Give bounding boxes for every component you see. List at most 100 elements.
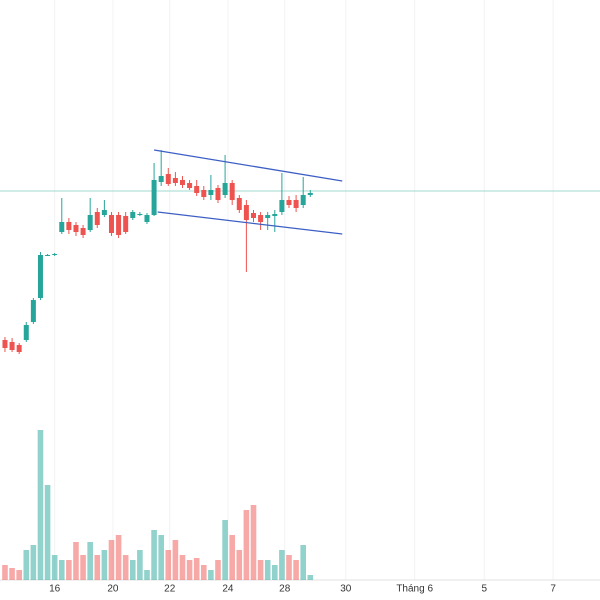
volume-bar	[37, 430, 44, 580]
volume-bar	[271, 565, 278, 580]
candle-body	[258, 215, 264, 222]
candle-body	[265, 215, 271, 218]
candle-body	[23, 325, 29, 340]
volume-bar	[44, 485, 51, 580]
candle-body	[101, 210, 107, 215]
x-tick-label: 28	[279, 584, 291, 595]
candle-body	[179, 180, 185, 185]
candle-body	[116, 215, 122, 235]
volume-bar	[108, 540, 115, 580]
candle-body	[108, 215, 114, 233]
candle-body	[144, 215, 150, 222]
x-tick-label: Tháng 6	[396, 584, 433, 595]
volume-bar	[129, 560, 136, 580]
candle-body	[52, 254, 58, 255]
candle-body	[30, 300, 36, 322]
volume-bar	[16, 570, 22, 580]
candle-body	[80, 228, 86, 235]
volume-bar	[9, 568, 15, 580]
volume-bar	[286, 555, 292, 580]
candle-body	[229, 183, 235, 200]
candle-body	[293, 200, 299, 208]
candle-body	[307, 193, 313, 195]
trendline	[157, 211, 343, 235]
volume-bar	[193, 558, 200, 580]
candle-body	[73, 225, 79, 232]
candle-body	[45, 255, 51, 256]
candle-body	[87, 215, 93, 230]
x-tick-label: 5	[481, 584, 487, 595]
candle-body	[201, 190, 207, 197]
volume-bar	[165, 550, 172, 580]
volume-bar	[80, 555, 86, 580]
candle-body	[250, 213, 256, 218]
candle-body	[94, 212, 100, 225]
x-tick-label: 7	[550, 584, 556, 595]
volume-bar	[144, 570, 150, 580]
volume-bar	[2, 565, 8, 580]
candle-body	[9, 342, 15, 350]
candle-body	[236, 198, 242, 210]
candle-body	[187, 183, 193, 188]
candle-body	[208, 190, 214, 195]
candle-body	[130, 212, 136, 218]
volume-bar	[30, 545, 37, 580]
volume-bar	[264, 560, 271, 580]
candle-body	[2, 340, 8, 348]
trendline	[153, 149, 343, 182]
volume-bar	[293, 560, 299, 580]
candle-body	[165, 174, 171, 184]
volume-bar	[73, 542, 79, 580]
x-tick-label: 20	[107, 584, 119, 595]
candle-body	[37, 255, 43, 298]
volume-bar	[307, 575, 314, 580]
candle-body	[243, 205, 249, 220]
volume-bar	[51, 555, 58, 580]
volume-bar	[101, 550, 108, 580]
volume-bar	[186, 560, 193, 580]
x-tick-label: 24	[222, 584, 234, 595]
volume-bar	[179, 555, 186, 580]
volume-bar	[58, 560, 65, 580]
volume-bar	[122, 555, 129, 580]
candle-body	[151, 180, 157, 215]
volume-bar	[23, 550, 30, 580]
volume-bar	[229, 535, 235, 580]
volume-bar	[250, 505, 257, 580]
candle-body	[279, 200, 285, 212]
x-tick-label: 16	[49, 584, 61, 595]
candle-body	[222, 183, 228, 195]
volume-bar	[300, 545, 306, 580]
volume-bar	[243, 510, 250, 580]
volume-bar	[87, 542, 93, 580]
x-tick-label: 30	[340, 584, 352, 595]
volume-bar	[208, 570, 214, 580]
volume-bar	[279, 550, 285, 580]
candle-body	[59, 222, 65, 232]
volume-bar	[172, 540, 179, 580]
candle-body	[215, 188, 221, 200]
candle-body	[172, 178, 178, 183]
candle-body	[158, 176, 164, 182]
volume-bar	[236, 550, 243, 580]
volume-bar	[158, 535, 164, 580]
volume-bar	[222, 520, 228, 580]
candle-body	[272, 214, 278, 216]
volume-bar	[137, 550, 143, 580]
candle-body	[137, 214, 143, 215]
volume-bar	[200, 565, 207, 580]
candle-body	[16, 345, 22, 352]
x-tick-label: 22	[164, 584, 176, 595]
volume-bar	[94, 555, 101, 580]
candle-body	[300, 195, 306, 205]
volume-bar	[151, 530, 157, 580]
volume-bar	[257, 560, 264, 580]
volume-bar	[66, 560, 72, 580]
volume-bar	[215, 560, 221, 580]
candle-body	[123, 216, 129, 232]
candle-body	[286, 200, 292, 205]
candle-body	[66, 222, 72, 230]
candle-body	[194, 186, 200, 193]
volume-bar	[115, 535, 122, 580]
